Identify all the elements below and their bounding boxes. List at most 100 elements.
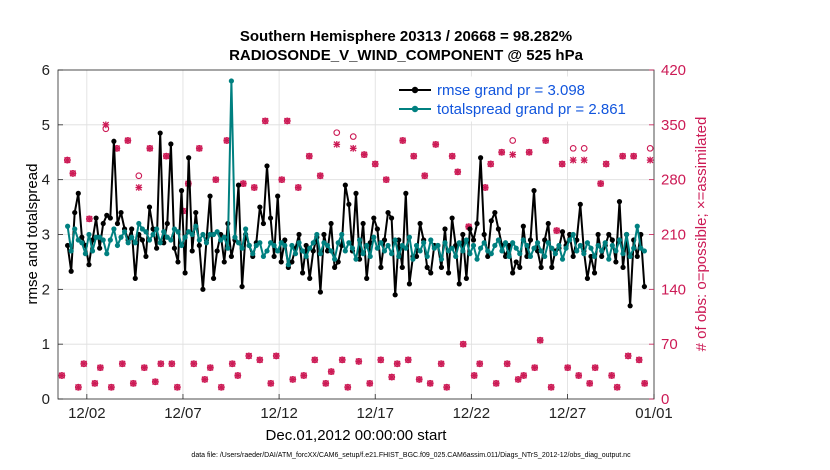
- totalspread-point: [534, 240, 541, 246]
- totalspread-point: [93, 234, 99, 240]
- rmse-point: [299, 270, 306, 276]
- y-axis-left: 0 1 2 3 4 5 6: [42, 62, 63, 408]
- rmse-point: [453, 242, 459, 249]
- totalspread-point: [260, 253, 267, 260]
- rmse-point: [371, 215, 377, 221]
- legend-rmse-label: rmse grand pr = 3.098: [437, 82, 585, 99]
- obs-assimilated-marker: [558, 160, 566, 168]
- totalspread-point: [435, 242, 441, 249]
- totalspread-point: [456, 240, 462, 246]
- totalspread-point: [65, 223, 71, 229]
- obs-assimilated-marker: [591, 364, 599, 372]
- rmse-point: [520, 223, 526, 229]
- totalspread-point: [602, 240, 608, 246]
- obs-assimilated-marker: [146, 144, 154, 152]
- obs-assimilated-marker: [553, 227, 561, 234]
- totalspread-point: [520, 237, 526, 243]
- totalspread-point: [396, 253, 402, 260]
- obs-assimilated-marker: [261, 117, 269, 125]
- totalspread-point: [296, 240, 302, 246]
- obs-assimilated-marker: [415, 376, 423, 383]
- totalspread-point: [502, 240, 509, 246]
- obs-assimilated-marker: [470, 372, 478, 379]
- obs-assimilated-marker: [542, 137, 550, 144]
- x-axis: 12/02 12/07 12/12 12/17 12/22 12/27 01/01: [68, 394, 673, 422]
- rmse-point: [75, 190, 81, 196]
- totalspread-point: [243, 226, 249, 232]
- totalspread-point: [613, 248, 619, 254]
- totalspread-point: [267, 240, 274, 246]
- totalspread-point: [549, 245, 555, 251]
- totalspread-point: [118, 234, 124, 240]
- rmse-point: [549, 264, 555, 270]
- obs-assimilated-marker: [322, 379, 330, 387]
- obs-assimilated-marker: [289, 376, 297, 383]
- totalspread-point: [616, 237, 623, 243]
- totalspread-point: [467, 251, 473, 257]
- rmse-point: [178, 188, 185, 194]
- rmse-point: [620, 264, 626, 270]
- totalspread-point: [178, 242, 185, 249]
- totalspread-point: [349, 245, 356, 251]
- rmse-point: [182, 270, 188, 276]
- rmse-point: [616, 199, 623, 205]
- obs-assimilated-marker: [602, 160, 610, 168]
- totalspread-point: [214, 229, 220, 235]
- totalspread-point: [154, 226, 160, 232]
- totalspread-point: [410, 256, 416, 262]
- obs-assimilated-marker: [520, 372, 528, 379]
- obs-possible-marker: [509, 137, 517, 144]
- rmse-point: [599, 253, 605, 260]
- obs-assimilated-marker: [437, 360, 445, 368]
- obs-assimilated-marker: [217, 383, 225, 391]
- totalspread-point: [253, 242, 259, 249]
- rmse-point: [595, 231, 601, 238]
- totalspread-point: [445, 248, 452, 254]
- rmse-point: [310, 248, 316, 254]
- totalspread-point: [460, 248, 466, 254]
- totalspread-point: [97, 234, 103, 240]
- obs-assimilated-marker: [129, 379, 137, 387]
- obs-assimilated-marker: [118, 360, 126, 368]
- rmse-point: [307, 275, 313, 281]
- rmse-point: [164, 220, 170, 227]
- obs-assimilated-marker: [85, 215, 93, 223]
- obs-assimilated-marker: [349, 144, 357, 152]
- rmse-point: [389, 215, 395, 221]
- totalspread-point: [218, 237, 224, 243]
- rmse-point: [289, 259, 295, 265]
- rmse-point: [342, 182, 348, 188]
- rmse-point: [567, 231, 573, 238]
- line-layer: [65, 78, 647, 309]
- totalspread-point: [577, 242, 583, 249]
- obs-assimilated-marker: [525, 148, 533, 156]
- rmse-point: [381, 237, 388, 243]
- totalspread-point: [79, 240, 85, 246]
- totalspread-point: [353, 256, 359, 262]
- y-tick-label-right: 210: [661, 227, 686, 244]
- rmse-point: [129, 226, 135, 232]
- totalspread-point: [492, 242, 498, 249]
- rmse-point: [93, 215, 99, 221]
- rmse-point: [303, 242, 309, 249]
- rmse-point: [428, 270, 434, 276]
- totalspread-point: [310, 240, 316, 246]
- totalspread-point: [631, 245, 637, 251]
- totalspread-point: [285, 262, 291, 268]
- obs-assimilated-marker: [96, 364, 104, 372]
- rmse-point: [488, 218, 494, 224]
- totalspread-point: [374, 245, 380, 251]
- rmse-point: [559, 229, 566, 235]
- rmse-point: [264, 163, 270, 169]
- totalspread-point: [324, 242, 331, 249]
- totalspread-point: [442, 240, 448, 246]
- rmse-point: [378, 264, 384, 270]
- totalspread-point: [542, 253, 548, 260]
- x-axis-label: Dec.01,2012 00:00:00 start: [266, 427, 448, 444]
- obs-assimilated-marker: [162, 152, 170, 160]
- rmse-point: [449, 215, 455, 221]
- totalspread-point: [517, 251, 523, 257]
- totalspread-point: [609, 242, 615, 249]
- totalspread-point: [314, 231, 320, 238]
- totalspread-point: [567, 237, 573, 243]
